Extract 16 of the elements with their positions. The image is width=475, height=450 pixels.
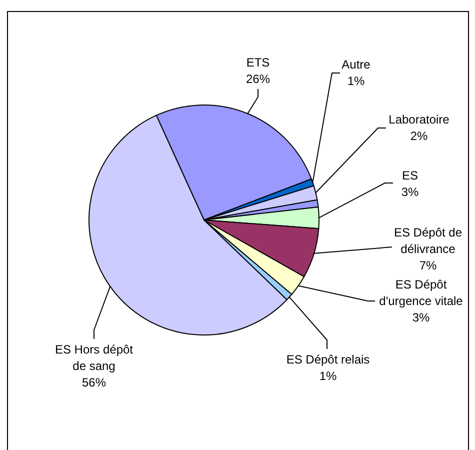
slice-label: Autre: [342, 57, 371, 72]
data-label: 2%: [410, 128, 428, 143]
data-label: 3%: [401, 184, 419, 199]
slice-label: ES Dépôt d'urgence vitale: [379, 277, 464, 308]
data-label: 3%: [412, 310, 430, 324]
data-label: 7%: [419, 258, 437, 272]
data-label: 1%: [319, 368, 337, 383]
slice-label: Laboratoire: [388, 112, 450, 126]
slice-label: ETS: [246, 55, 270, 70]
slice-label: ES Dépôt relais: [286, 352, 370, 366]
data-label: 56%: [82, 375, 106, 390]
slice-label: ES Hors dépôt de sang: [54, 342, 134, 373]
slice-label: ES Dépôt de délivrance: [394, 225, 462, 256]
slice-label: ES: [402, 168, 418, 182]
data-label: 1%: [347, 74, 365, 88]
data-label: 26%: [246, 72, 270, 86]
